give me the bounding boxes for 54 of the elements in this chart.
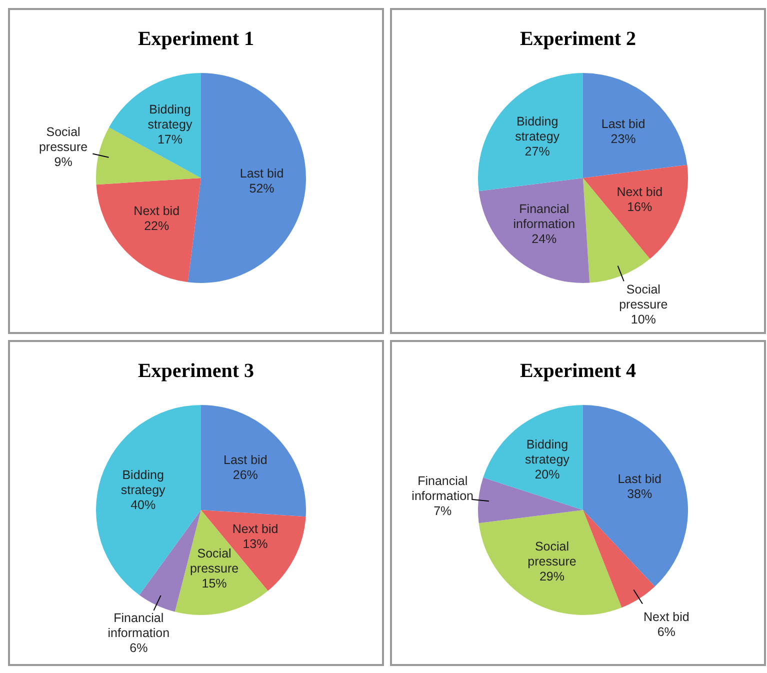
slice-label: Financial information	[513, 202, 576, 232]
chart-title: Experiment 1	[136, 28, 256, 51]
data-label: 38%	[627, 487, 652, 502]
pie-slice	[583, 510, 655, 608]
slice-label: Social pressure	[619, 282, 668, 312]
pie-slice	[201, 405, 306, 517]
slice-label: Financial information	[412, 474, 474, 504]
data-label: 16%	[627, 200, 652, 214]
data-label: 17%	[157, 132, 183, 147]
data-label: 6%	[130, 641, 148, 656]
slice-label: Bidding strategy	[148, 102, 193, 132]
pie-slice	[583, 73, 688, 178]
pie-slice	[478, 478, 583, 524]
pie-slice	[96, 178, 201, 282]
data-label: 10%	[630, 312, 656, 327]
data-label: 7%	[434, 504, 452, 518]
chart-title: Experiment 4	[518, 360, 638, 383]
pie-slice	[583, 405, 688, 587]
data-label: 52%	[249, 182, 274, 196]
slice-label: Next bid	[232, 522, 278, 536]
slice-label: Last bid	[240, 166, 284, 181]
data-label: 40%	[130, 498, 156, 512]
slice-label: Social pressure	[190, 546, 239, 576]
chart-title: Experiment 2	[518, 28, 638, 51]
data-label: 22%	[144, 219, 170, 234]
data-label: 24%	[532, 232, 557, 246]
data-label: 6%	[657, 625, 676, 640]
slice-label: Next bid	[616, 185, 663, 200]
pie-slice	[583, 164, 688, 259]
data-label: 13%	[242, 537, 268, 552]
slice-label: Last bid	[618, 472, 662, 486]
pie-slice	[483, 405, 583, 510]
data-label: 9%	[54, 155, 72, 170]
data-label: 15%	[202, 576, 227, 591]
chart-title: Experiment 3	[136, 360, 256, 383]
slice-label: Bidding strategy	[515, 115, 560, 144]
slice-label: Last bid	[601, 117, 646, 132]
pie-slice	[478, 178, 590, 283]
slice-label: Social pressure	[38, 125, 88, 154]
data-label: 26%	[232, 468, 258, 482]
slice-label: Bidding strategy	[120, 468, 166, 498]
slice-label: Next bid	[134, 204, 180, 218]
pie-slice	[478, 510, 622, 615]
data-label: 29%	[539, 570, 565, 584]
pie-slice	[478, 73, 583, 192]
data-label: 27%	[524, 145, 550, 160]
slice-label: Last bid	[224, 453, 268, 468]
data-label: 20%	[534, 468, 560, 482]
data-label: 23%	[610, 132, 636, 146]
slice-label: Financial information	[108, 611, 170, 640]
pie-slice	[108, 73, 201, 178]
slice-label: Bidding strategy	[524, 438, 570, 468]
slice-label: Next bid	[643, 610, 690, 624]
slice-label: Social pressure	[528, 540, 576, 569]
